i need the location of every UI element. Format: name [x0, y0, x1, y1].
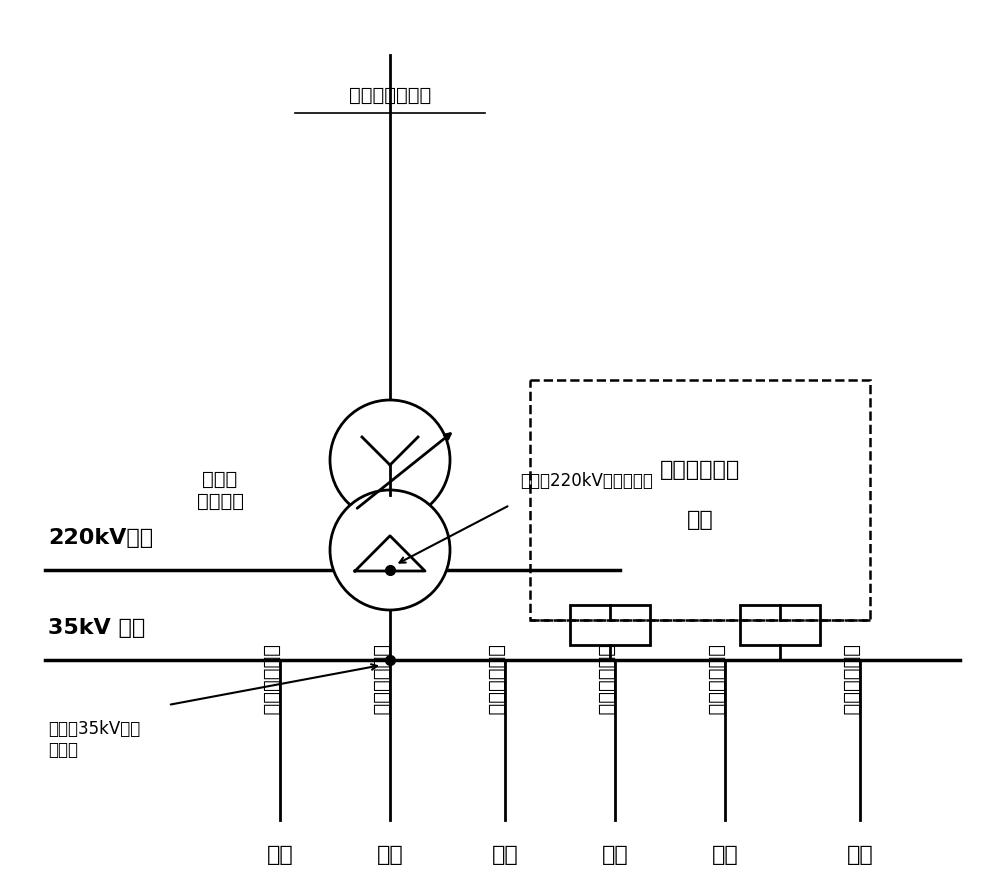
Text: 风机: 风机: [377, 845, 403, 865]
Text: 装置: 装置: [687, 510, 713, 530]
Circle shape: [330, 400, 450, 520]
Text: 集电线路五线: 集电线路五线: [371, 645, 390, 715]
Text: 集电线路二线: 集电线路二线: [706, 645, 725, 715]
Text: 集电线路六线: 集电线路六线: [261, 645, 280, 715]
Text: 变电站
主变压器: 变电站 主变压器: [196, 469, 244, 511]
Text: 变电站35kV母线
测试点: 变电站35kV母线 测试点: [48, 720, 140, 759]
Circle shape: [330, 490, 450, 610]
Text: 变电站220kV母线测试点: 变电站220kV母线测试点: [520, 472, 653, 490]
Text: 风机: 风机: [712, 845, 738, 865]
Text: 35kV 母线: 35kV 母线: [48, 618, 145, 638]
Bar: [570, 605, 650, 645]
Text: 风机: 风机: [602, 845, 628, 865]
Text: 无功功率补偿: 无功功率补偿: [660, 460, 740, 480]
Text: 集电线路四线: 集电线路四线: [486, 645, 505, 715]
Text: 集电线路三线: 集电线路三线: [596, 645, 615, 715]
Bar: [530, 380, 870, 620]
Bar: [740, 605, 820, 645]
Text: 变电站出线线路: 变电站出线线路: [349, 86, 431, 104]
Text: 风机: 风机: [267, 845, 293, 865]
Text: 风机: 风机: [847, 845, 873, 865]
Text: 220kV母线: 220kV母线: [48, 528, 153, 548]
Text: 风机: 风机: [492, 845, 518, 865]
Text: 集电线路一线: 集电线路一线: [841, 645, 860, 715]
